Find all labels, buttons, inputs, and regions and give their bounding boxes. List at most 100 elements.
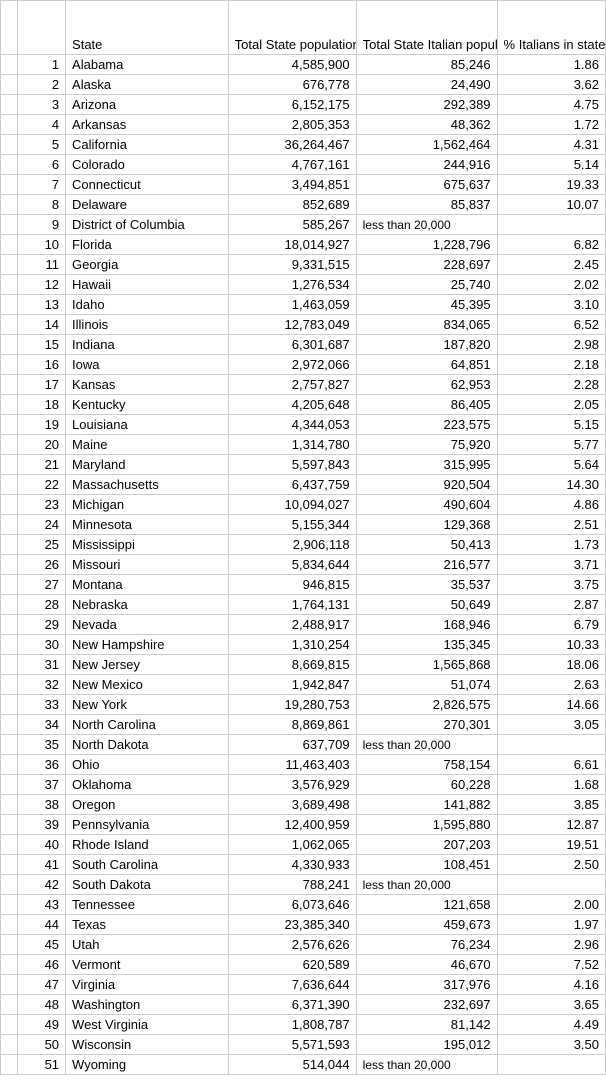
cell-italian-pop: 2,826,575 xyxy=(356,695,497,715)
cell-pct: 4.86 xyxy=(497,495,605,515)
table-row: 13Idaho1,463,05945,3953.10 xyxy=(1,295,606,315)
cell-total-pop: 8,869,861 xyxy=(228,715,356,735)
cell-total-pop: 19,280,753 xyxy=(228,695,356,715)
cell-pct: 2.18 xyxy=(497,355,605,375)
cell-total-pop: 2,576,626 xyxy=(228,935,356,955)
cell-rownum: 33 xyxy=(18,695,66,715)
cell-blank xyxy=(1,795,18,815)
cell-rownum: 11 xyxy=(18,255,66,275)
table-row: 24Minnesota5,155,344129,3682.51 xyxy=(1,515,606,535)
cell-total-pop: 9,331,515 xyxy=(228,255,356,275)
cell-state: Washington xyxy=(66,995,229,1015)
cell-rownum: 9 xyxy=(18,215,66,235)
cell-italian-pop: 292,389 xyxy=(356,95,497,115)
table-row: 19Louisiana4,344,053223,5755.15 xyxy=(1,415,606,435)
cell-italian-pop: 228,697 xyxy=(356,255,497,275)
cell-italian-pop: 920,504 xyxy=(356,475,497,495)
cell-pct: 12.87 xyxy=(497,815,605,835)
cell-pct: 19.51 xyxy=(497,835,605,855)
cell-pct xyxy=(497,1055,605,1075)
cell-state: Rhode Island xyxy=(66,835,229,855)
table-row: 46Vermont620,58946,6707.52 xyxy=(1,955,606,975)
table-row: 1Alabama4,585,90085,2461.86 xyxy=(1,55,606,75)
cell-italian-pop: less than 20,000 xyxy=(356,735,497,755)
cell-italian-pop: 1,595,880 xyxy=(356,815,497,835)
cell-total-pop: 7,636,644 xyxy=(228,975,356,995)
table-row: 7Connecticut3,494,851675,63719.33 xyxy=(1,175,606,195)
table-row: 9District of Columbia585,267less than 20… xyxy=(1,215,606,235)
cell-state: Virginia xyxy=(66,975,229,995)
cell-blank xyxy=(1,475,18,495)
cell-pct: 3.65 xyxy=(497,995,605,1015)
table-row: 35North Dakota637,709less than 20,000 xyxy=(1,735,606,755)
cell-total-pop: 23,385,340 xyxy=(228,915,356,935)
cell-total-pop: 5,597,843 xyxy=(228,455,356,475)
cell-italian-pop: 141,882 xyxy=(356,795,497,815)
cell-rownum: 17 xyxy=(18,375,66,395)
cell-rownum: 14 xyxy=(18,315,66,335)
cell-italian-pop: 50,413 xyxy=(356,535,497,555)
cell-rownum: 27 xyxy=(18,575,66,595)
cell-rownum: 51 xyxy=(18,1055,66,1075)
cell-state: South Dakota xyxy=(66,875,229,895)
cell-italian-pop: 64,851 xyxy=(356,355,497,375)
cell-rownum: 3 xyxy=(18,95,66,115)
table-row: 20Maine1,314,78075,9205.77 xyxy=(1,435,606,455)
cell-italian-pop: 35,537 xyxy=(356,575,497,595)
table-row: 47Virginia7,636,644317,9764.16 xyxy=(1,975,606,995)
cell-rownum: 20 xyxy=(18,435,66,455)
cell-italian-pop: 51,074 xyxy=(356,675,497,695)
table-row: 30New Hampshire1,310,254135,34510.33 xyxy=(1,635,606,655)
table-row: 32New Mexico1,942,84751,0742.63 xyxy=(1,675,606,695)
cell-state: North Dakota xyxy=(66,735,229,755)
cell-blank xyxy=(1,875,18,895)
cell-state: Nebraska xyxy=(66,595,229,615)
cell-total-pop: 1,764,131 xyxy=(228,595,356,615)
cell-rownum: 1 xyxy=(18,55,66,75)
cell-rownum: 12 xyxy=(18,275,66,295)
cell-total-pop: 1,942,847 xyxy=(228,675,356,695)
cell-total-pop: 1,463,059 xyxy=(228,295,356,315)
header-blank xyxy=(1,1,18,55)
cell-rownum: 43 xyxy=(18,895,66,915)
cell-italian-pop: 60,228 xyxy=(356,775,497,795)
cell-rownum: 41 xyxy=(18,855,66,875)
cell-pct: 2.28 xyxy=(497,375,605,395)
cell-state: Oklahoma xyxy=(66,775,229,795)
cell-rownum: 36 xyxy=(18,755,66,775)
cell-pct: 3.05 xyxy=(497,715,605,735)
cell-total-pop: 585,267 xyxy=(228,215,356,235)
cell-blank xyxy=(1,55,18,75)
cell-total-pop: 5,834,644 xyxy=(228,555,356,575)
cell-total-pop: 2,488,917 xyxy=(228,615,356,635)
cell-total-pop: 6,073,646 xyxy=(228,895,356,915)
cell-total-pop: 637,709 xyxy=(228,735,356,755)
cell-state: Illinois xyxy=(66,315,229,335)
cell-total-pop: 4,205,648 xyxy=(228,395,356,415)
cell-rownum: 38 xyxy=(18,795,66,815)
cell-total-pop: 12,400,959 xyxy=(228,815,356,835)
cell-blank xyxy=(1,995,18,1015)
cell-state: Ohio xyxy=(66,755,229,775)
cell-total-pop: 2,805,353 xyxy=(228,115,356,135)
cell-state: District of Columbia xyxy=(66,215,229,235)
cell-pct xyxy=(497,735,605,755)
table-row: 40Rhode Island1,062,065207,20319.51 xyxy=(1,835,606,855)
header-rownum xyxy=(18,1,66,55)
cell-blank xyxy=(1,335,18,355)
cell-total-pop: 2,757,827 xyxy=(228,375,356,395)
cell-blank xyxy=(1,135,18,155)
cell-rownum: 21 xyxy=(18,455,66,475)
cell-rownum: 32 xyxy=(18,675,66,695)
cell-total-pop: 1,310,254 xyxy=(228,635,356,655)
cell-pct: 1.72 xyxy=(497,115,605,135)
cell-italian-pop: 50,649 xyxy=(356,595,497,615)
cell-pct: 14.30 xyxy=(497,475,605,495)
cell-blank xyxy=(1,375,18,395)
cell-total-pop: 1,062,065 xyxy=(228,835,356,855)
cell-state: Missouri xyxy=(66,555,229,575)
table-row: 8Delaware852,68985,83710.07 xyxy=(1,195,606,215)
cell-pct: 5.14 xyxy=(497,155,605,175)
cell-total-pop: 3,494,851 xyxy=(228,175,356,195)
table-row: 26Missouri5,834,644216,5773.71 xyxy=(1,555,606,575)
